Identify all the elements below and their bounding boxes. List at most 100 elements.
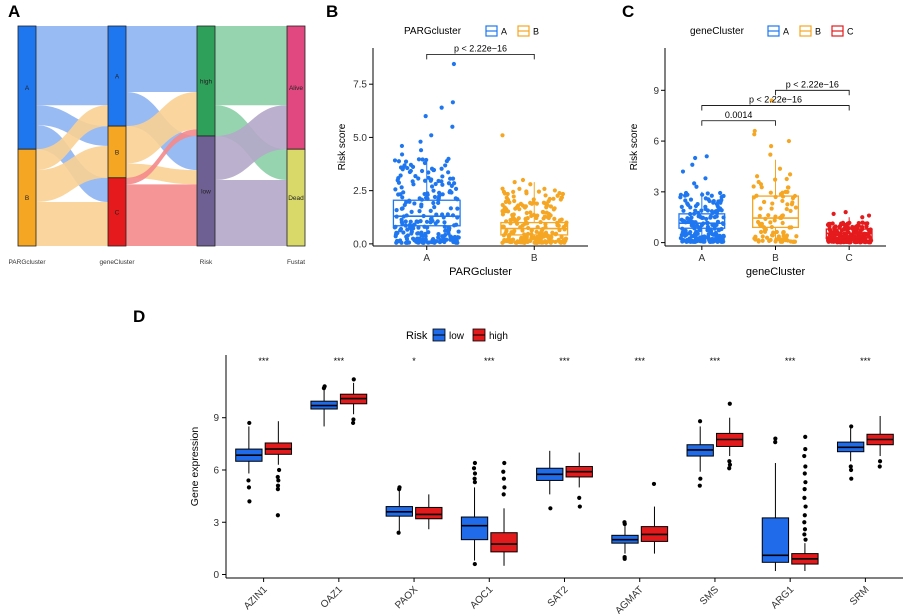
data-point bbox=[711, 232, 716, 237]
data-point bbox=[524, 189, 529, 194]
data-point bbox=[400, 206, 405, 211]
significance-label: *** bbox=[785, 356, 796, 366]
data-point bbox=[511, 189, 516, 195]
data-point bbox=[392, 158, 398, 163]
data-point bbox=[860, 220, 865, 225]
box-A-box bbox=[678, 213, 726, 229]
outlier-point bbox=[877, 464, 882, 469]
data-point bbox=[431, 188, 436, 193]
data-point bbox=[418, 219, 423, 224]
data-point bbox=[398, 165, 404, 170]
data-point bbox=[519, 235, 524, 241]
data-point bbox=[416, 225, 421, 230]
significance-label: *** bbox=[860, 356, 871, 366]
data-point bbox=[524, 210, 529, 216]
data-point bbox=[784, 176, 789, 182]
data-point bbox=[436, 232, 441, 237]
data-point bbox=[413, 174, 418, 179]
data-point bbox=[827, 221, 833, 226]
data-point bbox=[752, 132, 757, 137]
data-point bbox=[535, 213, 540, 218]
outlier-point bbox=[322, 384, 327, 389]
outlier-point bbox=[802, 471, 807, 476]
sankey-node-label: C bbox=[115, 209, 120, 216]
data-point bbox=[500, 208, 505, 214]
outlier-point bbox=[471, 466, 477, 471]
data-point bbox=[542, 186, 547, 192]
data-point bbox=[858, 229, 863, 234]
data-point bbox=[435, 219, 440, 224]
data-point bbox=[417, 209, 422, 214]
y-axis-title: Risk score bbox=[629, 123, 640, 170]
data-point bbox=[508, 221, 513, 226]
data-point bbox=[452, 237, 457, 242]
legend-label: A bbox=[783, 27, 789, 37]
y-tick-label: 5.0 bbox=[353, 133, 367, 144]
outlier-point bbox=[848, 464, 853, 469]
outlier-point bbox=[472, 460, 478, 466]
significance-label: *** bbox=[559, 356, 570, 366]
data-point bbox=[442, 237, 448, 242]
data-point bbox=[428, 208, 433, 214]
data-point bbox=[436, 178, 441, 184]
data-point bbox=[429, 216, 434, 221]
data-point bbox=[711, 200, 716, 205]
sankey-flow-A-A bbox=[36, 26, 108, 106]
outlier-point bbox=[351, 377, 356, 382]
data-point bbox=[436, 200, 441, 206]
data-point bbox=[396, 180, 402, 185]
data-point bbox=[505, 191, 510, 197]
data-point bbox=[783, 238, 788, 243]
outlier-point bbox=[848, 467, 854, 473]
data-point bbox=[400, 195, 405, 200]
data-point bbox=[785, 189, 790, 195]
legend-label: A bbox=[501, 27, 507, 37]
data-point bbox=[780, 198, 785, 204]
legend-label: C bbox=[847, 27, 854, 37]
outlier-point bbox=[849, 424, 854, 429]
x-tick-label: ARG1 bbox=[769, 584, 796, 611]
outlier-point bbox=[577, 495, 582, 500]
data-point bbox=[448, 206, 453, 211]
data-point bbox=[398, 228, 403, 233]
data-point bbox=[542, 214, 547, 219]
data-point bbox=[544, 240, 549, 245]
data-point bbox=[777, 166, 783, 171]
x-tick-label: PAOX bbox=[393, 584, 420, 611]
data-point bbox=[438, 237, 443, 243]
sankey-node-label: A bbox=[115, 74, 120, 81]
data-point bbox=[399, 217, 404, 222]
legend-label: high bbox=[489, 331, 508, 342]
data-point bbox=[721, 193, 726, 199]
data-point bbox=[702, 239, 707, 244]
legend: Risk low high bbox=[406, 328, 508, 342]
data-point bbox=[394, 238, 400, 244]
data-point bbox=[754, 174, 760, 179]
data-point bbox=[450, 100, 455, 105]
data-point bbox=[703, 204, 708, 209]
significance-label: *** bbox=[484, 356, 495, 366]
data-point bbox=[709, 237, 715, 242]
data-point bbox=[683, 198, 688, 203]
data-point bbox=[776, 236, 781, 242]
x-tick-label: SMS bbox=[698, 584, 721, 607]
data-point bbox=[398, 173, 403, 178]
data-point bbox=[529, 236, 534, 241]
x-tick-label: A bbox=[423, 253, 430, 264]
data-point bbox=[510, 212, 515, 218]
sankey-axis-label: Fustat bbox=[287, 259, 305, 266]
data-point bbox=[786, 138, 792, 144]
sankey-node-label: A bbox=[25, 85, 30, 92]
outlier-point bbox=[501, 492, 506, 497]
data-point bbox=[409, 209, 414, 214]
y-tick-label: 6 bbox=[653, 137, 659, 148]
data-point bbox=[446, 170, 451, 175]
data-point bbox=[681, 208, 686, 213]
outlier-point bbox=[877, 459, 883, 464]
x-tick-label: C bbox=[846, 253, 853, 264]
data-point bbox=[399, 185, 404, 190]
data-point bbox=[522, 239, 527, 244]
data-point bbox=[559, 234, 564, 239]
data-point bbox=[690, 222, 696, 228]
data-point bbox=[548, 204, 554, 209]
